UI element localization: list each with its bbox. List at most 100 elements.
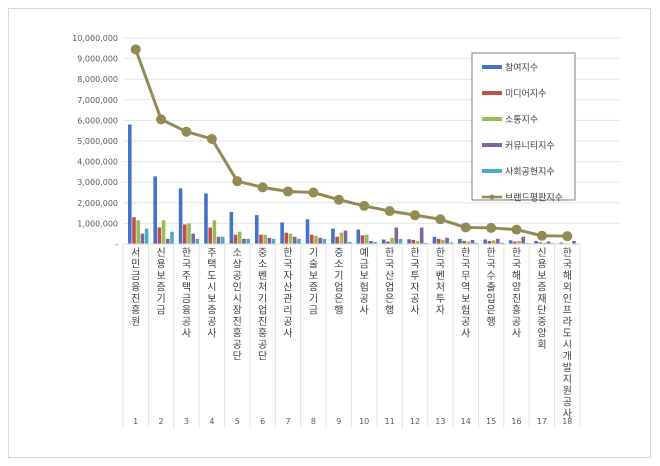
bar: [144, 228, 149, 244]
bar: [259, 234, 263, 244]
bar: [242, 238, 246, 244]
bar: [538, 242, 543, 244]
bar: [271, 238, 276, 244]
bar: [297, 238, 301, 244]
legend-swatch: [482, 143, 502, 147]
line-marker: [283, 186, 294, 197]
bar: [496, 238, 500, 244]
line-marker: [308, 187, 319, 198]
bar: [182, 224, 187, 244]
line-marker: [562, 231, 573, 242]
legend-label: 커뮤니티지수: [505, 141, 555, 152]
bar: [229, 212, 234, 244]
bar: [449, 242, 454, 244]
line-marker: [181, 126, 192, 137]
bar: [546, 241, 551, 244]
bar: [534, 240, 538, 244]
bar: [233, 234, 238, 244]
x-rank-number: 15: [486, 417, 496, 426]
y-tick-label: 8,000,000: [77, 75, 118, 84]
bar: [267, 237, 272, 244]
bar: [212, 220, 217, 244]
line-marker: [435, 214, 446, 225]
x-rank-number: 10: [359, 417, 369, 426]
bar: [161, 220, 166, 244]
y-tick-label: 3,000,000: [77, 178, 118, 187]
bar: [356, 229, 361, 244]
bar: [436, 238, 441, 244]
line-marker: [257, 182, 268, 193]
bar: [508, 240, 513, 244]
x-rank-number: 2: [159, 417, 164, 426]
x-rank-number: 16: [511, 417, 521, 426]
line-marker: [333, 194, 344, 205]
bar: [424, 242, 428, 244]
bar: [339, 232, 344, 244]
bar: [386, 241, 390, 244]
x-rank-number: 12: [410, 417, 420, 426]
y-tick-label: 9,000,000: [77, 55, 118, 64]
bar: [237, 231, 242, 244]
line-marker: [206, 133, 217, 144]
bar: [318, 237, 322, 244]
bar: [263, 234, 267, 244]
line-series: [130, 44, 573, 242]
bar: [128, 124, 132, 244]
bar: [432, 236, 437, 244]
legend-marker: [489, 194, 495, 200]
x-rank-number: 3: [184, 417, 189, 426]
bar-series: [128, 124, 581, 244]
y-tick-label: -: [115, 240, 118, 249]
line-marker: [409, 210, 420, 221]
bar: [500, 242, 504, 244]
bar: [208, 227, 212, 244]
x-axis: 서 민 금 융 진 흥 원 1 신 용 보 증 기 금 2 한 국 주 택 금 융 공 사 3 주 택 도 시 보 증 공 사 4 소 상 공 인 시 장 진…: [122, 243, 581, 428]
x-rank-number: 5: [235, 417, 240, 426]
x-rank-number: 1: [133, 417, 138, 426]
bar: [542, 242, 547, 244]
bar: [132, 217, 136, 244]
bar: [254, 215, 259, 244]
y-tick-label: 1,000,000: [77, 219, 118, 228]
bar: [458, 238, 462, 244]
bar: [474, 242, 479, 244]
bar: [284, 232, 289, 244]
bar: [314, 235, 318, 244]
bar: [178, 188, 183, 244]
bar: [572, 240, 576, 244]
line-marker: [384, 206, 395, 217]
bar: [394, 227, 399, 244]
bar: [322, 238, 327, 244]
bar: [157, 227, 162, 244]
bar: [343, 230, 348, 244]
bar: [411, 239, 416, 244]
bar: [191, 233, 195, 244]
legend-swatch: [482, 117, 502, 121]
bar: [407, 239, 411, 244]
bar: [415, 240, 420, 244]
bar: [216, 236, 221, 244]
bar: [466, 241, 471, 244]
bar: [419, 227, 424, 244]
x-rank-number: 6: [260, 417, 265, 426]
bar: [445, 237, 449, 244]
bar: [220, 236, 225, 244]
bar: [165, 238, 170, 244]
bar: [373, 241, 377, 244]
bar: [288, 233, 293, 244]
bar: [559, 242, 564, 244]
legend-swatch: [482, 65, 502, 69]
